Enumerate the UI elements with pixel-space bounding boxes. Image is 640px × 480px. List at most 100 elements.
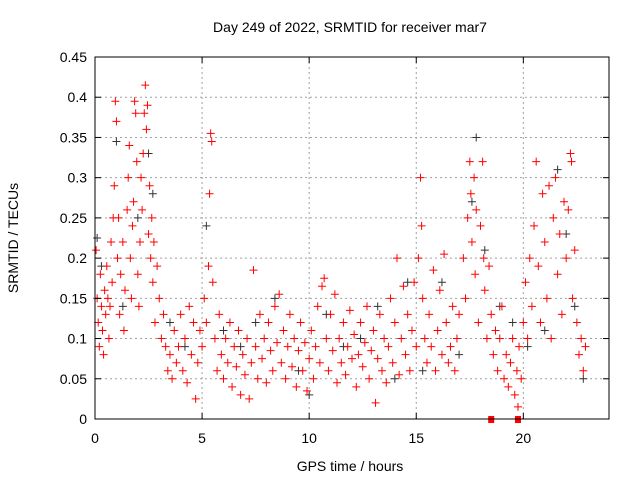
data-point <box>532 157 541 166</box>
data-point <box>270 302 279 311</box>
data-point <box>143 101 152 110</box>
data-point <box>572 318 581 327</box>
data-point <box>137 173 146 182</box>
data-point <box>373 354 382 363</box>
data-point <box>545 181 554 190</box>
data-point <box>110 181 119 190</box>
data-point <box>101 310 110 319</box>
data-point <box>255 310 264 319</box>
data-point <box>540 326 549 335</box>
data-point <box>99 350 108 359</box>
data-point <box>305 390 314 399</box>
data-point <box>324 366 333 375</box>
data-point <box>236 390 245 399</box>
data-point <box>183 378 192 387</box>
data-point <box>230 342 239 351</box>
data-point <box>315 358 324 367</box>
y-tick-label: 0.1 <box>68 331 88 347</box>
y-tick-label: 0.2 <box>68 250 88 266</box>
data-point <box>500 374 509 383</box>
data-point <box>219 374 228 383</box>
data-point <box>133 213 142 222</box>
data-point <box>103 294 112 303</box>
x-tick-label: 20 <box>516 430 532 446</box>
data-point <box>495 334 504 343</box>
x-tick-label: 15 <box>408 430 424 446</box>
data-point <box>292 382 301 391</box>
data-point <box>553 165 562 174</box>
data-point <box>100 286 109 295</box>
y-tick-label: 0.05 <box>60 371 87 387</box>
data-point <box>437 350 446 359</box>
grid <box>95 57 609 419</box>
data-point <box>399 282 408 291</box>
data-point <box>352 382 361 391</box>
data-point <box>133 270 142 279</box>
data-point <box>131 109 140 118</box>
data-point <box>362 302 371 311</box>
data-point <box>510 390 519 399</box>
data-point <box>168 374 177 383</box>
data-point <box>467 197 476 206</box>
data-point <box>105 302 114 311</box>
data-point <box>517 374 526 383</box>
data-point <box>228 382 237 391</box>
data-point <box>489 350 498 359</box>
data-point <box>223 358 232 367</box>
data-point <box>560 197 569 206</box>
data-point <box>108 278 117 287</box>
data-point <box>128 221 137 230</box>
data-point <box>141 81 150 90</box>
data-point <box>273 338 282 347</box>
data-point <box>111 97 120 106</box>
data-point <box>570 246 579 255</box>
data-point <box>375 310 384 319</box>
data-point <box>474 318 483 327</box>
data-point <box>202 318 211 327</box>
data-point <box>119 326 128 335</box>
data-point <box>207 137 216 146</box>
data-point <box>487 310 496 319</box>
data-point <box>512 366 521 375</box>
data-point <box>382 378 391 387</box>
data-point <box>112 137 121 146</box>
data-point <box>497 302 506 311</box>
data-point <box>305 354 314 363</box>
data-point <box>240 370 249 379</box>
data-point <box>318 282 327 291</box>
data-point <box>198 342 207 351</box>
data-point <box>215 310 224 319</box>
data-point <box>174 342 183 351</box>
data-point <box>412 342 421 351</box>
data-point <box>300 338 309 347</box>
data-point <box>135 238 144 247</box>
data-point <box>508 318 517 327</box>
x-tick-label: 5 <box>198 430 206 446</box>
data-point <box>303 386 312 395</box>
data-point <box>504 382 513 391</box>
data-point <box>251 318 260 327</box>
data-point <box>472 133 481 142</box>
data-point <box>417 221 426 230</box>
data-point <box>579 366 588 375</box>
y-tick-label: 0.4 <box>68 89 88 105</box>
data-point <box>311 342 320 351</box>
data-point <box>478 157 487 166</box>
data-point <box>527 302 536 311</box>
data-point <box>335 334 344 343</box>
data-point <box>251 342 260 351</box>
data-point <box>96 270 105 279</box>
data-point <box>448 302 457 311</box>
data-point <box>390 318 399 327</box>
data-point <box>463 213 472 222</box>
data-point <box>115 310 124 319</box>
data-point <box>144 229 153 238</box>
data-point <box>433 326 442 335</box>
data-point <box>345 306 354 315</box>
data-point <box>217 350 226 359</box>
data-point <box>422 358 431 367</box>
data-point <box>262 378 271 387</box>
data-point <box>557 310 566 319</box>
data-point <box>253 374 262 383</box>
data-point <box>354 350 363 359</box>
